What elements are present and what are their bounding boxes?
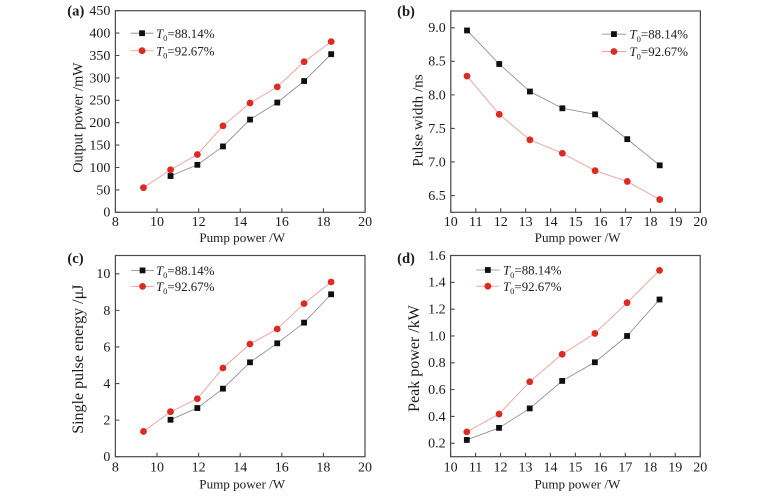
svg-text:19: 19 <box>668 460 682 475</box>
svg-text:18: 18 <box>643 215 657 230</box>
svg-text:8.0: 8.0 <box>428 88 446 103</box>
svg-text:Peak power /kW: Peak power /kW <box>406 304 423 412</box>
svg-text:0: 0 <box>103 206 110 221</box>
svg-text:(b): (b) <box>397 4 415 20</box>
svg-text:14: 14 <box>233 215 247 230</box>
svg-text:T0=92.67%: T0=92.67% <box>503 280 562 296</box>
svg-text:8.5: 8.5 <box>428 55 446 70</box>
svg-text:18: 18 <box>316 460 330 475</box>
svg-text:Pump power /W: Pump power /W <box>535 230 621 245</box>
svg-text:Single pulse energy /μJ: Single pulse energy /μJ <box>70 285 87 434</box>
svg-text:50: 50 <box>96 183 110 198</box>
svg-text:Pump power /W: Pump power /W <box>199 230 285 245</box>
svg-text:15: 15 <box>569 215 583 230</box>
svg-text:20: 20 <box>693 215 707 230</box>
svg-text:13: 13 <box>518 460 532 475</box>
svg-text:7.0: 7.0 <box>428 155 446 170</box>
svg-text:2: 2 <box>103 414 110 429</box>
svg-text:7.5: 7.5 <box>428 122 446 137</box>
svg-text:400: 400 <box>89 27 110 42</box>
svg-text:8: 8 <box>103 304 110 319</box>
svg-text:250: 250 <box>89 94 110 109</box>
svg-text:12: 12 <box>494 215 508 230</box>
svg-text:12: 12 <box>494 460 508 475</box>
svg-text:16: 16 <box>594 215 608 230</box>
svg-text:(d): (d) <box>397 251 415 267</box>
svg-text:4: 4 <box>103 377 110 392</box>
svg-text:8: 8 <box>112 215 119 230</box>
svg-text:300: 300 <box>89 71 110 86</box>
svg-text:0.4: 0.4 <box>428 410 446 425</box>
svg-text:15: 15 <box>568 460 582 475</box>
svg-text:6: 6 <box>103 340 110 355</box>
svg-text:(a): (a) <box>67 4 84 20</box>
svg-text:Pump power /W: Pump power /W <box>534 477 620 492</box>
svg-text:0: 0 <box>103 450 110 465</box>
svg-text:20: 20 <box>693 460 707 475</box>
svg-text:10: 10 <box>150 460 164 475</box>
svg-text:9.0: 9.0 <box>428 21 446 36</box>
svg-text:T0=92.67%: T0=92.67% <box>156 280 215 296</box>
svg-text:8: 8 <box>112 460 119 475</box>
svg-text:20: 20 <box>358 215 372 230</box>
svg-text:18: 18 <box>643 460 657 475</box>
svg-text:16: 16 <box>275 215 289 230</box>
svg-text:1.4: 1.4 <box>428 276 446 291</box>
svg-text:Output power /mW: Output power /mW <box>71 62 87 173</box>
svg-text:(c): (c) <box>67 251 83 267</box>
svg-text:1.0: 1.0 <box>428 329 446 344</box>
svg-text:16: 16 <box>593 460 607 475</box>
svg-text:10: 10 <box>150 215 164 230</box>
svg-text:100: 100 <box>89 161 110 176</box>
svg-text:14: 14 <box>233 460 247 475</box>
svg-text:0.8: 0.8 <box>428 356 446 371</box>
svg-text:350: 350 <box>89 49 110 64</box>
svg-text:450: 450 <box>89 4 110 19</box>
svg-text:Pulse width /ns: Pulse width /ns <box>410 74 426 166</box>
svg-text:19: 19 <box>668 215 682 230</box>
svg-text:20: 20 <box>358 460 372 475</box>
svg-text:12: 12 <box>192 460 206 475</box>
svg-text:T0=88.14%: T0=88.14% <box>503 264 562 280</box>
svg-text:T0=92.67%: T0=92.67% <box>630 45 689 61</box>
svg-text:13: 13 <box>519 215 533 230</box>
svg-text:1.2: 1.2 <box>428 303 446 318</box>
svg-text:10: 10 <box>96 267 110 282</box>
svg-text:T0=88.14%: T0=88.14% <box>156 27 215 43</box>
svg-text:12: 12 <box>192 215 206 230</box>
svg-text:0.2: 0.2 <box>428 437 446 452</box>
svg-text:17: 17 <box>619 215 633 230</box>
svg-text:16: 16 <box>275 460 289 475</box>
svg-text:11: 11 <box>469 215 482 230</box>
svg-text:17: 17 <box>618 460 632 475</box>
svg-text:1.6: 1.6 <box>428 249 446 264</box>
svg-text:0.6: 0.6 <box>428 383 446 398</box>
svg-text:T0=88.14%: T0=88.14% <box>156 264 215 280</box>
svg-text:10: 10 <box>444 460 458 475</box>
svg-text:10: 10 <box>444 215 458 230</box>
svg-text:150: 150 <box>89 139 110 154</box>
svg-text:T0=88.14%: T0=88.14% <box>630 28 689 44</box>
svg-text:14: 14 <box>543 460 557 475</box>
svg-text:11: 11 <box>469 460 482 475</box>
svg-text:200: 200 <box>89 116 110 131</box>
svg-text:18: 18 <box>316 215 330 230</box>
svg-text:Pump power /W: Pump power /W <box>199 477 285 492</box>
svg-text:T0=92.67%: T0=92.67% <box>156 44 215 60</box>
svg-text:14: 14 <box>544 215 558 230</box>
svg-text:6.5: 6.5 <box>428 189 446 204</box>
